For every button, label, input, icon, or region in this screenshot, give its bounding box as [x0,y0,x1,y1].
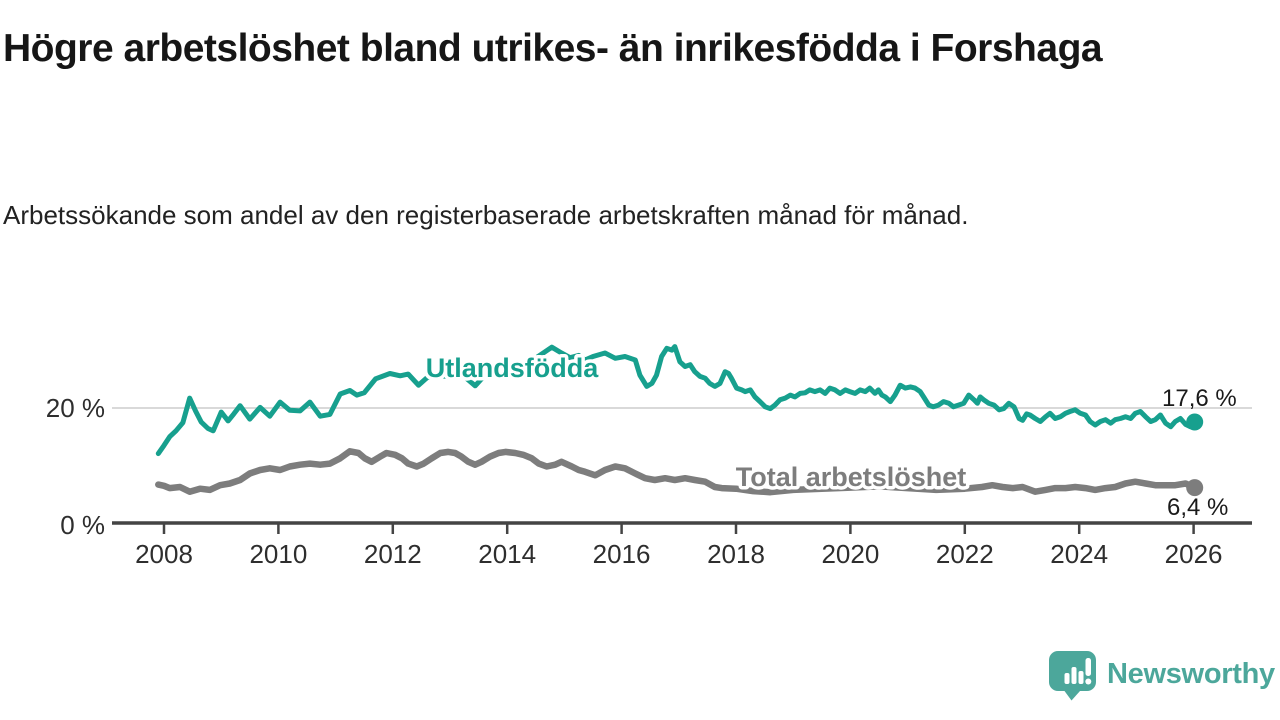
page-title: Högre arbetslöshet bland utrikes- än inr… [3,27,1103,70]
line-utlandsfodda [155,344,1198,457]
end-value-label-utlandsfodda: 17,6 % [1162,385,1237,412]
x-tick-label: 2022 [936,539,994,569]
x-tick-label: 2018 [707,539,765,569]
x-tick-label: 2024 [1050,539,1108,569]
x-tick-label: 2020 [821,539,879,569]
newsworthy-logo: Newsworthy [1049,651,1275,701]
series-label-total-arbetsloshet: Total arbetslöshet [736,462,967,492]
series-label-utlandsfodda: Utlandsfödda [426,353,599,383]
chart-subtitle: Arbetssökande som andel av den registerb… [3,200,969,230]
x-tick-label: 2026 [1165,539,1223,569]
x-tick-label: 2014 [478,539,536,569]
end-value-label-total: 6,4 % [1167,494,1229,521]
newsworthy-wordmark: Newsworthy [1107,658,1275,690]
line-total-arbetsloshet [155,448,1198,496]
x-tick-label: 2016 [593,539,651,569]
y-tick-label: 20 % [46,393,105,423]
y-axis-tick-labels: 0 % 20 % [46,393,105,540]
x-tick-label: 2008 [135,539,193,569]
x-tick-label: 2012 [364,539,422,569]
x-tick-label: 2010 [249,539,307,569]
end-dot-utlandsfodda [1186,413,1204,431]
y-tick-label: 0 % [60,510,105,540]
bar-chart-exclamation-glyph [1064,658,1092,685]
end-dot-total [1186,479,1204,497]
x-axis-tick-labels: 2008 2010 2012 2014 2016 2018 2020 2022 2024 2026 [135,539,1222,569]
x-axis-ticks [162,523,1195,534]
